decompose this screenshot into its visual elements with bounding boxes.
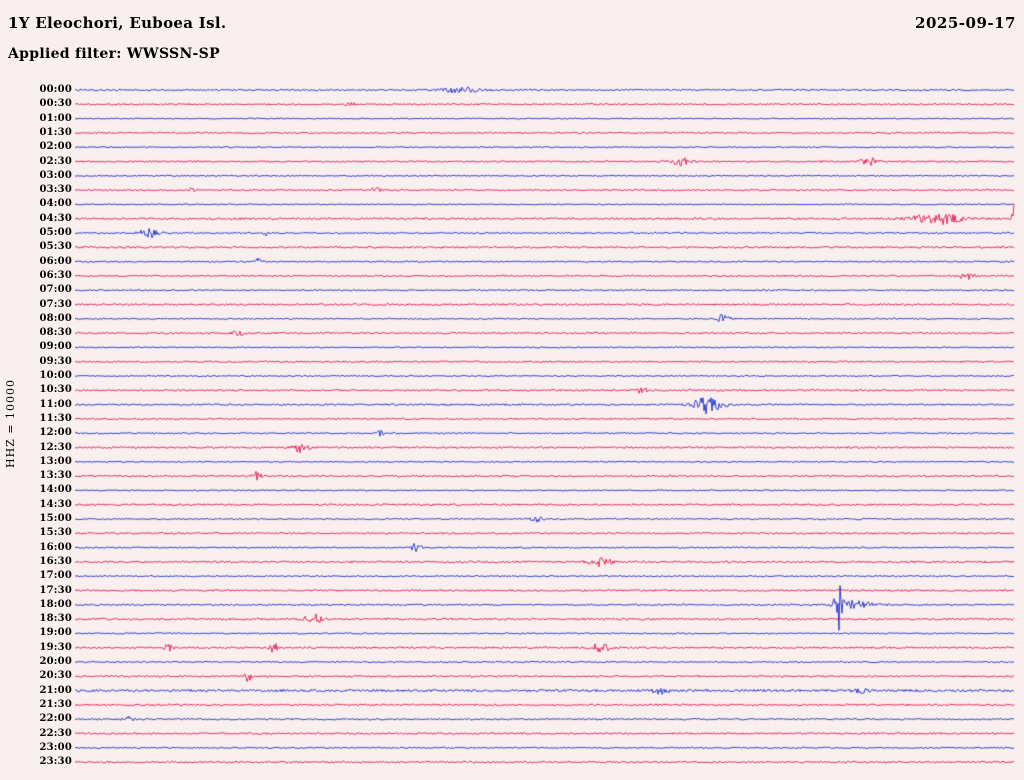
time-label: 12:30: [39, 441, 72, 453]
time-label: 20:30: [39, 670, 72, 682]
time-label: 08:00: [39, 312, 72, 324]
time-label: 16:30: [39, 555, 72, 567]
time-label: 17:00: [39, 570, 72, 582]
time-label: 05:00: [39, 227, 72, 238]
time-label: 19:00: [39, 627, 72, 639]
time-label: 02:30: [39, 155, 72, 167]
time-label: 21:30: [39, 698, 72, 710]
time-label: 04:00: [39, 198, 72, 210]
time-label: 04:30: [39, 212, 72, 224]
time-label: 01:00: [39, 112, 72, 124]
time-label: 06:00: [39, 255, 72, 267]
time-label: 15:00: [39, 513, 72, 524]
time-label: 09:30: [39, 355, 72, 367]
time-label: 18:00: [39, 598, 72, 610]
time-label: 13:30: [39, 470, 72, 482]
seismogram-canvas: [75, 82, 1015, 774]
time-label: 22:30: [39, 727, 72, 739]
time-label: 10:00: [39, 370, 72, 381]
date-label: 2025-09-17: [915, 14, 1016, 32]
channel-scale-label: HHZ = 10000: [4, 378, 17, 468]
time-label: 00:00: [39, 84, 72, 95]
time-label: 22:00: [39, 713, 72, 725]
time-label: 08:30: [39, 327, 72, 339]
time-label: 01:30: [39, 126, 72, 138]
time-label: 18:30: [39, 613, 72, 625]
time-label: 20:00: [39, 656, 72, 667]
time-label: 17:30: [39, 584, 72, 596]
time-label: 11:30: [39, 412, 72, 424]
time-label: 10:30: [39, 384, 72, 396]
time-label: 07:30: [39, 298, 72, 310]
time-label: 03:00: [39, 169, 72, 181]
time-label: 15:30: [39, 527, 72, 539]
time-label: 02:00: [39, 141, 72, 153]
filter-label: Applied filter: WWSSN-SP: [8, 46, 220, 62]
time-label: 11:00: [39, 398, 72, 410]
time-label: 19:30: [39, 641, 72, 653]
time-label: 14:30: [39, 498, 72, 510]
time-label: 13:00: [39, 455, 72, 467]
time-label: 12:00: [39, 427, 72, 439]
station-title: 1Y Eleochori, Euboea Isl.: [8, 14, 227, 32]
time-label: 03:30: [39, 184, 72, 196]
time-label: 23:30: [39, 756, 72, 768]
time-label: 06:30: [39, 269, 72, 281]
time-label: 00:30: [39, 98, 72, 110]
time-label: 23:00: [39, 741, 72, 753]
time-label: 05:30: [39, 241, 72, 253]
time-labels: 00:00 00:30 01:00 01:30 02:00 02:30 03:00 03:30…: [30, 0, 72, 780]
time-label: 16:00: [39, 541, 72, 553]
time-label: 14:00: [39, 484, 72, 496]
time-label: 21:00: [39, 684, 72, 696]
time-label: 07:00: [39, 284, 72, 296]
time-label: 09:00: [39, 341, 72, 353]
